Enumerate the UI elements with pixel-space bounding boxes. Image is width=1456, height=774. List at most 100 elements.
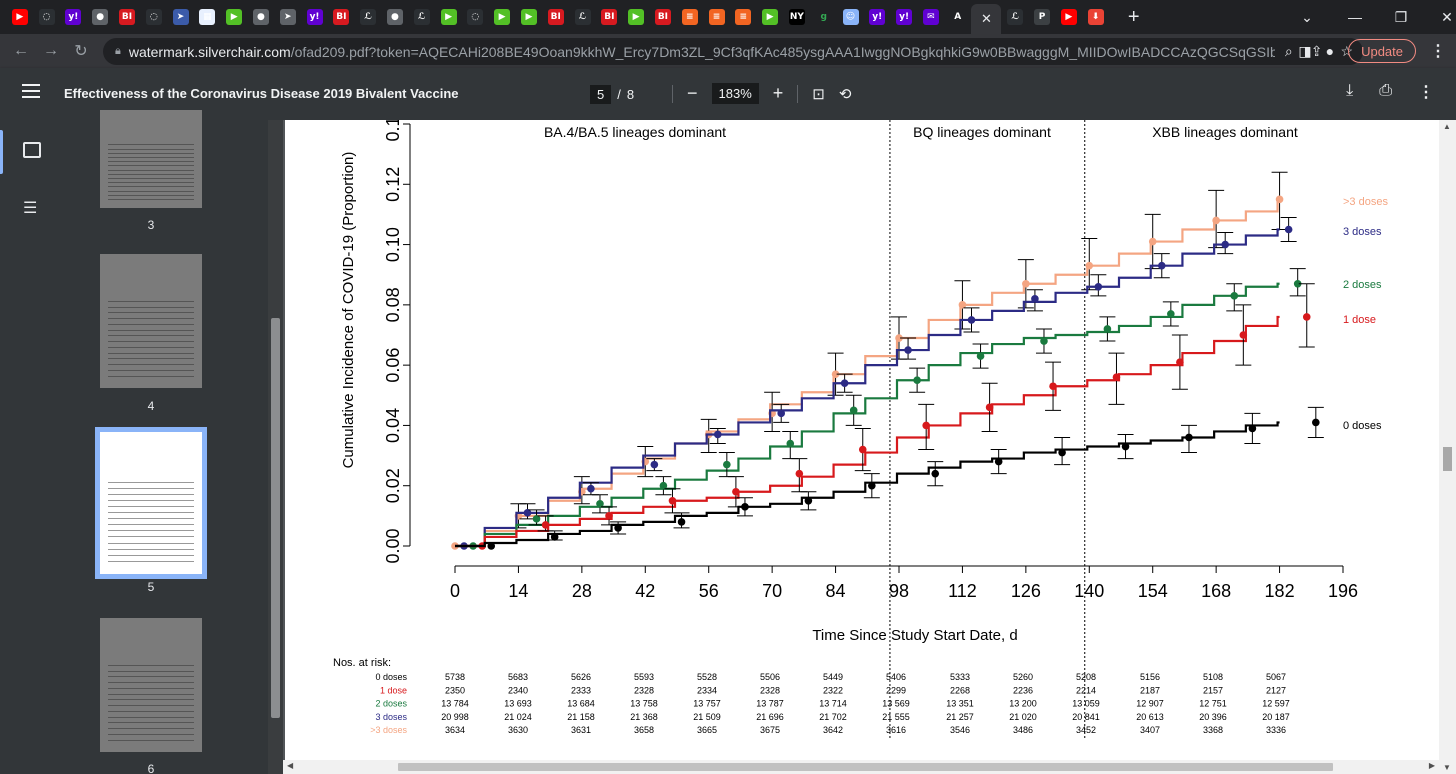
page-thumbnail[interactable] — [100, 254, 202, 388]
tab-globe[interactable]: ● — [382, 4, 408, 30]
tab-search-icon[interactable]: ⌄ — [1301, 8, 1313, 25]
sidebar-menu-icon[interactable] — [22, 84, 40, 98]
tab-bookmark[interactable]: ≡ — [730, 4, 756, 30]
update-button[interactable]: Update — [1348, 39, 1416, 63]
tab-shield[interactable]: ◌ — [34, 4, 60, 30]
globe-icon: ● — [386, 9, 403, 25]
horizontal-scrollbar[interactable]: ◀ ▶ — [283, 760, 1439, 774]
tab-qr[interactable]: ▦ — [194, 4, 220, 30]
tab-globe[interactable]: ● — [248, 4, 274, 30]
scroll-right-arrow[interactable]: ▶ — [1428, 761, 1435, 770]
at-risk-value: 5260 — [1013, 672, 1033, 682]
tab-bi[interactable]: BI — [328, 4, 354, 30]
sidebar-scrollbar[interactable] — [268, 120, 283, 774]
at-risk-value: 12 751 — [1199, 699, 1227, 709]
tab-youtube[interactable]: ▶ — [7, 4, 33, 30]
outline-view-icon[interactable]: ☰ — [23, 200, 38, 217]
at-risk-value: 5108 — [1203, 672, 1223, 682]
at-risk-value: 20 998 — [441, 712, 469, 722]
data-point — [605, 512, 613, 520]
tab-play[interactable]: ▶ — [623, 4, 649, 30]
profile-icon[interactable]: ● — [1325, 43, 1335, 59]
close-window-button[interactable]: ✕ — [1441, 8, 1453, 25]
data-point — [786, 439, 795, 448]
legend-entry: 3 doses — [1343, 226, 1382, 238]
new-tab-button[interactable]: + — [1127, 5, 1140, 28]
tab-play[interactable]: ▶ — [516, 4, 542, 30]
tab-lil[interactable]: ℒ — [355, 4, 381, 30]
zoom-icon[interactable]: ⌕ — [1284, 43, 1293, 59]
x-tick-label: 56 — [699, 581, 719, 601]
tab-bi[interactable]: BI — [650, 4, 676, 30]
at-risk-row-label: 0 doses — [375, 672, 407, 682]
at-risk-value: 5593 — [634, 672, 654, 682]
data-point — [1167, 310, 1175, 318]
tab-play[interactable]: ▶ — [757, 4, 783, 30]
data-point — [1176, 358, 1184, 366]
address-bar[interactable]: 🔒︎ watermark.silverchair.com/ofad209.pdf… — [103, 38, 1363, 65]
tab-p[interactable]: P — [1029, 4, 1055, 30]
tab-bookmark[interactable]: ≡ — [704, 4, 730, 30]
current-page-input[interactable]: 5 — [590, 84, 612, 104]
tab-mail[interactable]: ✉ — [918, 4, 944, 30]
tab-play[interactable]: ▶ — [221, 4, 247, 30]
zoom-in-button[interactable]: + — [772, 83, 784, 103]
download-icon[interactable]: ⤓ — [1346, 82, 1354, 99]
page-thumbnail[interactable] — [95, 427, 207, 579]
tab-play[interactable]: ▶ — [436, 4, 462, 30]
restore-button[interactable]: ❐ — [1394, 8, 1408, 25]
rotate-icon[interactable]: ⟲ — [838, 85, 852, 103]
tab-lil[interactable]: ℒ — [570, 4, 596, 30]
tab-nyt[interactable]: NY — [784, 4, 810, 30]
tab-bi[interactable]: BI — [114, 4, 140, 30]
print-icon[interactable]: ⎙ — [1379, 82, 1392, 99]
tab-play[interactable]: ▶ — [489, 4, 515, 30]
tab-shield[interactable]: ◌ — [141, 4, 167, 30]
tab-portrait[interactable]: ☺ — [838, 4, 864, 30]
thumbnails-view-icon[interactable] — [23, 142, 41, 158]
document-title: Effectiveness of the Coronavirus Disease… — [64, 86, 459, 101]
scroll-left-arrow[interactable]: ◀ — [287, 761, 294, 770]
back-button[interactable]: ← — [13, 42, 29, 59]
tab-bi[interactable]: BI — [596, 4, 622, 30]
zoom-out-button[interactable]: − — [687, 83, 698, 103]
data-point — [1094, 282, 1103, 291]
tab-lil[interactable]: ℒ — [409, 4, 435, 30]
tab-bi[interactable]: BI — [543, 4, 569, 30]
zoom-level-input[interactable]: 183% — [711, 83, 759, 104]
share-icon[interactable]: ⇪ — [1310, 43, 1323, 59]
tab-yahoo[interactable]: y! — [60, 4, 86, 30]
scroll-down-arrow[interactable]: ▼ — [1443, 763, 1451, 772]
tab-youtube[interactable]: ▶ — [1056, 4, 1082, 30]
vertical-scrollbar[interactable]: ▲ ▼ — [1439, 120, 1456, 774]
tab-shield[interactable]: ◌ — [462, 4, 488, 30]
page-thumbnail[interactable] — [100, 110, 202, 208]
page-thumbnail[interactable] — [100, 618, 202, 752]
tab-yahoo[interactable]: y! — [891, 4, 917, 30]
data-point — [1302, 313, 1311, 321]
tab-yahoo[interactable]: y! — [864, 4, 890, 30]
tab-lil[interactable]: ℒ — [1002, 4, 1028, 30]
reload-button[interactable]: ↻ — [74, 43, 88, 60]
tab-ai[interactable]: A — [945, 4, 971, 30]
browser-menu-icon[interactable]: ⋮ — [1430, 43, 1446, 60]
tab-yahoo[interactable]: y! — [302, 4, 328, 30]
tab-pin[interactable]: ⬇ — [1083, 4, 1109, 30]
scroll-up-arrow[interactable]: ▲ — [1443, 122, 1451, 131]
fit-page-icon[interactable]: ⊡ — [812, 85, 825, 103]
tab-arrow[interactable]: ➤ — [168, 4, 194, 30]
minimize-button[interactable]: — — [1348, 9, 1362, 25]
tab-bookmark[interactable]: ≡ — [677, 4, 703, 30]
close-tab-icon[interactable]: ✕ — [981, 11, 992, 26]
at-risk-value: 21 702 — [819, 712, 847, 722]
tab-g[interactable]: g — [811, 4, 837, 30]
active-tab[interactable]: ✕ — [971, 4, 1002, 34]
x-tick-label: 70 — [762, 581, 782, 601]
tab-globe[interactable]: ● — [87, 4, 113, 30]
data-point — [650, 460, 659, 469]
more-actions-icon[interactable]: ⋮ — [1418, 84, 1434, 101]
url-host: watermark.silverchair.com — [128, 43, 291, 60]
side-panel-icon[interactable]: ◨ — [1298, 42, 1312, 59]
forward-button[interactable]: → — [43, 42, 59, 59]
tab-arrow[interactable]: ➤ — [275, 4, 301, 30]
